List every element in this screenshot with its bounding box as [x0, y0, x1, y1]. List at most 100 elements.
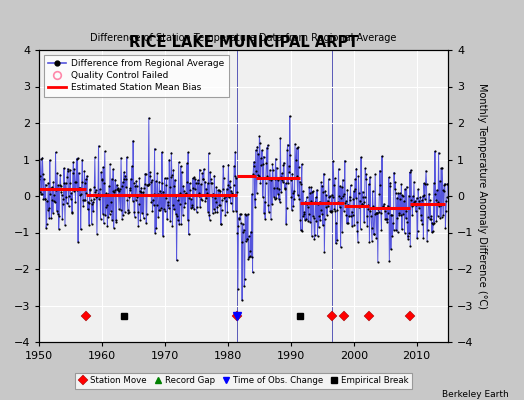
Point [423, 238, 431, 244]
Point [223, 209, 232, 215]
Point [276, 198, 284, 205]
Point [148, 208, 157, 214]
Point [99, 210, 107, 217]
Point [51, 198, 59, 205]
Point [315, 198, 324, 205]
Point [130, 214, 139, 220]
Point [123, 154, 131, 160]
Point [261, 180, 270, 186]
Point [250, 158, 258, 165]
Point [215, 202, 224, 208]
Point [398, 226, 406, 232]
Point [413, 228, 422, 234]
Point [385, 174, 393, 181]
Point [362, 176, 370, 182]
Point [371, 171, 379, 177]
Point [155, 206, 163, 213]
Point [43, 198, 51, 204]
Point [74, 239, 82, 245]
Point [74, 170, 83, 176]
Point [83, 173, 91, 179]
Point [410, 179, 418, 185]
Point [239, 227, 248, 233]
Point [292, 145, 301, 151]
Point [339, 176, 347, 183]
Point [298, 161, 306, 168]
Point [263, 173, 271, 180]
Point [441, 180, 449, 187]
Point [173, 197, 182, 204]
Point [178, 192, 187, 198]
Point [90, 195, 98, 202]
Point [217, 220, 225, 227]
Point [68, 210, 77, 217]
Point [224, 182, 232, 188]
Point [427, 216, 435, 222]
Point [93, 193, 102, 199]
Point [48, 184, 57, 190]
Point [235, 216, 244, 222]
Point [122, 184, 130, 190]
Point [105, 210, 114, 217]
Point [270, 196, 279, 202]
Point [379, 204, 387, 211]
Point [288, 207, 296, 213]
Point [65, 192, 73, 199]
Point [80, 196, 88, 203]
Point [310, 236, 319, 242]
Point [192, 180, 200, 186]
Point [338, 229, 346, 236]
Point [279, 162, 288, 169]
Point [81, 180, 89, 186]
Point [235, 214, 243, 221]
Point [88, 220, 96, 227]
Point [203, 180, 212, 186]
Point [294, 144, 302, 150]
Point [348, 223, 356, 229]
Point [148, 177, 156, 183]
Point [55, 213, 63, 219]
Point [101, 212, 110, 218]
Point [159, 188, 168, 195]
Point [195, 166, 204, 173]
Point [108, 217, 116, 223]
Point [140, 181, 149, 187]
Point [237, 220, 245, 226]
Point [405, 230, 413, 236]
Point [324, 202, 332, 209]
Point [254, 151, 263, 157]
Point [150, 146, 159, 152]
Point [232, 174, 241, 181]
Point [167, 174, 175, 180]
Point [128, 197, 137, 204]
Point [246, 248, 255, 254]
Point [265, 209, 273, 215]
Point [38, 154, 47, 161]
Point [94, 191, 102, 197]
Point [431, 191, 440, 197]
Point [136, 217, 145, 224]
Point [253, 190, 261, 196]
Point [376, 182, 385, 188]
Point [170, 206, 178, 213]
Point [103, 202, 111, 208]
Point [113, 182, 121, 188]
Point [60, 179, 69, 186]
Point [381, 216, 389, 222]
Point [139, 215, 148, 222]
Point [96, 216, 105, 222]
Point [242, 212, 250, 218]
Point [116, 206, 125, 213]
Point [273, 185, 281, 192]
Point [188, 204, 196, 210]
Point [351, 176, 359, 182]
Point [141, 171, 150, 177]
Point [441, 224, 450, 231]
Point [384, 210, 392, 216]
Point [127, 176, 135, 182]
Point [134, 209, 142, 216]
Point [220, 175, 228, 181]
Point [108, 188, 117, 194]
Point [151, 178, 160, 185]
Point [224, 161, 233, 168]
